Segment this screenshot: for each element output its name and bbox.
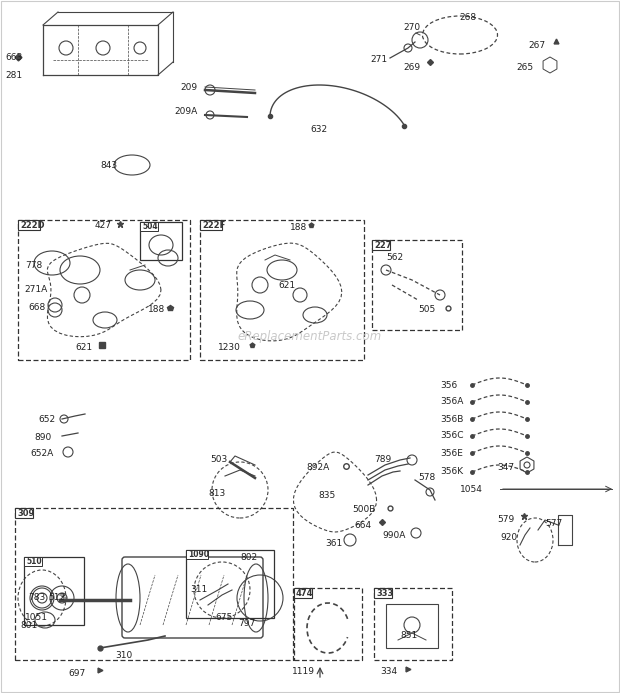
Text: 209A: 209A xyxy=(174,107,197,116)
Text: 309: 309 xyxy=(17,509,34,518)
Text: 222D: 222D xyxy=(20,220,45,229)
Text: 1230: 1230 xyxy=(218,344,241,353)
Text: 801: 801 xyxy=(20,620,37,629)
Text: 1054: 1054 xyxy=(460,486,483,495)
Text: 813: 813 xyxy=(208,489,225,498)
Text: 311: 311 xyxy=(190,586,207,595)
Text: 1119: 1119 xyxy=(292,667,315,676)
Text: 356A: 356A xyxy=(440,398,463,407)
Bar xyxy=(374,588,391,598)
Text: 783: 783 xyxy=(28,593,45,602)
Bar xyxy=(15,508,32,518)
Text: 797: 797 xyxy=(238,620,255,629)
Text: 356C: 356C xyxy=(440,432,464,441)
Text: 310: 310 xyxy=(115,651,132,660)
Bar xyxy=(372,240,389,250)
Text: 265: 265 xyxy=(516,64,533,73)
Text: 268: 268 xyxy=(459,13,476,22)
Text: 270: 270 xyxy=(403,24,420,33)
Text: 474: 474 xyxy=(296,588,314,597)
Text: 188: 188 xyxy=(290,224,308,232)
Text: 664: 664 xyxy=(354,520,371,529)
Bar xyxy=(140,222,157,231)
Text: 579: 579 xyxy=(497,514,514,523)
Text: 504: 504 xyxy=(142,222,157,231)
Bar xyxy=(140,222,182,260)
Text: 621: 621 xyxy=(278,281,295,290)
Text: 990A: 990A xyxy=(382,531,405,539)
Text: 347: 347 xyxy=(497,464,514,473)
Text: 652: 652 xyxy=(38,416,55,425)
Text: 361: 361 xyxy=(325,538,342,547)
Bar xyxy=(18,220,190,360)
Text: 356B: 356B xyxy=(440,414,463,423)
Bar xyxy=(294,588,362,660)
Text: 271: 271 xyxy=(370,55,387,64)
Text: 835: 835 xyxy=(318,491,335,500)
Text: 789: 789 xyxy=(374,455,391,464)
Text: 778: 778 xyxy=(25,261,42,270)
Text: 1090: 1090 xyxy=(188,550,209,559)
Text: 356K: 356K xyxy=(440,468,463,477)
Text: 267: 267 xyxy=(528,40,545,49)
Text: 269: 269 xyxy=(403,64,420,73)
Text: 281: 281 xyxy=(5,71,22,80)
Text: 227: 227 xyxy=(374,240,391,249)
Bar xyxy=(294,588,311,598)
Bar xyxy=(186,550,208,559)
Text: 668: 668 xyxy=(28,303,45,311)
Bar xyxy=(15,508,293,660)
Text: 802: 802 xyxy=(240,554,257,563)
Text: 920: 920 xyxy=(500,532,517,541)
Text: 675: 675 xyxy=(215,613,232,622)
Text: 562: 562 xyxy=(386,254,403,263)
Text: 697: 697 xyxy=(68,669,86,678)
Text: 663: 663 xyxy=(5,53,22,62)
Text: 356E: 356E xyxy=(440,448,463,457)
Bar xyxy=(24,557,84,625)
Bar xyxy=(374,588,452,660)
Text: 503: 503 xyxy=(210,455,228,464)
Text: 427: 427 xyxy=(95,220,112,229)
Text: 513: 513 xyxy=(48,593,65,602)
Bar xyxy=(372,240,462,330)
Bar xyxy=(18,220,40,230)
Text: 632: 632 xyxy=(310,125,327,134)
Text: 890: 890 xyxy=(34,432,51,441)
Text: 188: 188 xyxy=(148,306,166,315)
Text: 209: 209 xyxy=(180,83,197,92)
Text: 578: 578 xyxy=(418,473,435,482)
Text: 356: 356 xyxy=(440,380,458,389)
Text: eReplacementParts.com: eReplacementParts.com xyxy=(238,330,382,343)
Bar xyxy=(24,557,42,566)
Text: 271A: 271A xyxy=(24,286,47,295)
Text: 510: 510 xyxy=(26,557,42,566)
Text: 1051: 1051 xyxy=(25,613,48,622)
Text: 500B: 500B xyxy=(352,505,375,514)
Text: 621: 621 xyxy=(75,344,92,353)
Text: 505: 505 xyxy=(418,306,435,315)
Text: 843: 843 xyxy=(100,161,117,170)
Text: 652A: 652A xyxy=(30,450,53,459)
Bar xyxy=(200,220,364,360)
Text: 892A: 892A xyxy=(306,464,329,473)
Bar xyxy=(186,550,274,618)
Text: 577: 577 xyxy=(545,520,562,529)
Bar xyxy=(200,220,222,230)
Text: 333: 333 xyxy=(376,588,393,597)
Bar xyxy=(386,604,438,648)
Text: 334: 334 xyxy=(380,667,397,676)
Text: 222F: 222F xyxy=(202,220,225,229)
Text: 851: 851 xyxy=(400,631,417,640)
